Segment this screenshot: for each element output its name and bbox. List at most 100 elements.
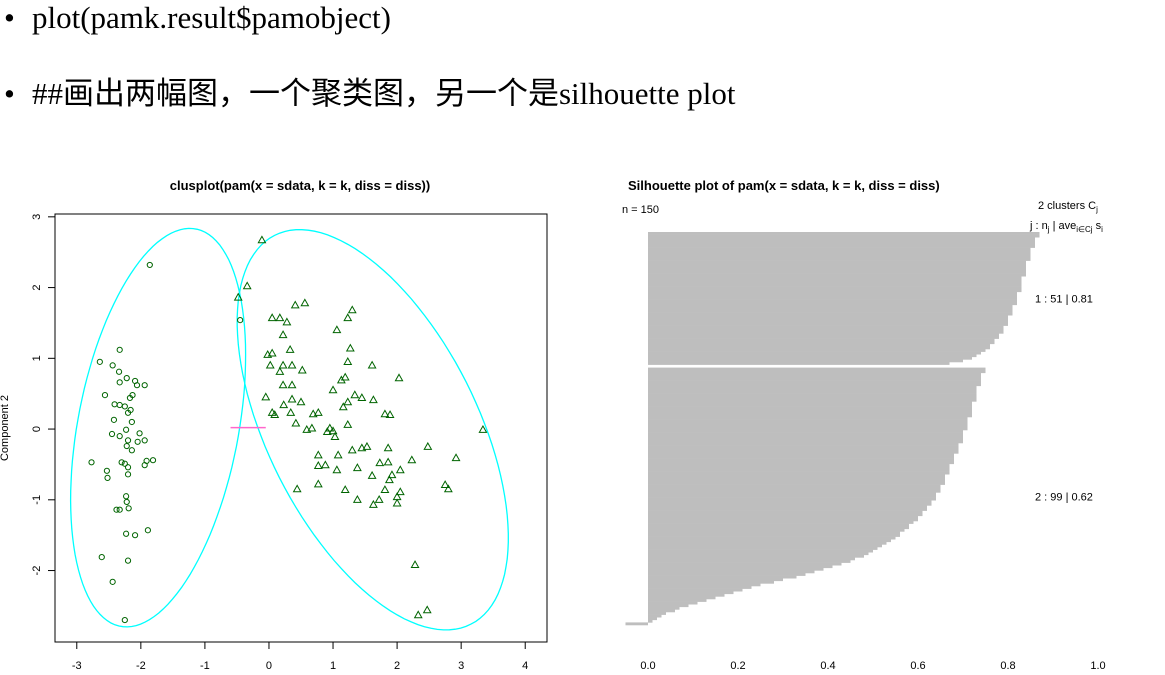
point xyxy=(320,460,330,469)
point xyxy=(443,484,453,493)
silhouette-bar xyxy=(648,471,950,475)
silhouette-bar xyxy=(648,398,977,402)
silhouette-bar xyxy=(648,367,986,371)
bullet-text: ##画出两幅图，一个聚类图，另一个是silhouette plot xyxy=(32,76,736,111)
silhouette-bar xyxy=(648,317,1008,321)
silhouette-bar xyxy=(648,393,977,397)
silhouette-bar xyxy=(648,378,981,381)
silhouette-bar xyxy=(648,396,977,400)
silhouette-bar xyxy=(648,375,981,379)
silhouette-bar xyxy=(648,593,725,597)
point xyxy=(124,464,132,471)
point xyxy=(384,475,394,484)
silhouette-bar xyxy=(648,510,923,514)
silhouette-bar xyxy=(648,239,1035,243)
x-tick-label: 0.4 xyxy=(820,660,835,672)
cluster-ellipse xyxy=(236,229,509,631)
silhouette-bar xyxy=(648,547,878,550)
point xyxy=(96,358,103,365)
silhouette-bar xyxy=(648,458,954,462)
point xyxy=(340,485,350,494)
point xyxy=(413,610,423,619)
silhouette-bar xyxy=(648,531,900,535)
point xyxy=(237,317,244,324)
silhouette-bar xyxy=(648,549,873,553)
y-tick-label: 1 xyxy=(31,355,43,361)
silhouette-bar xyxy=(648,588,743,592)
silhouette-bar xyxy=(648,422,968,426)
silhouette-bar xyxy=(648,312,1013,316)
bullet-text: plot(pamk.result$pamobject) xyxy=(32,0,391,35)
point xyxy=(352,463,362,472)
point xyxy=(287,394,297,403)
point xyxy=(380,485,390,494)
silhouette-bar xyxy=(648,258,1031,261)
silhouette-bar xyxy=(648,247,1031,251)
point xyxy=(322,427,332,435)
silhouette-bar xyxy=(648,456,954,459)
point xyxy=(343,397,353,406)
point xyxy=(375,458,385,467)
silhouette-bar xyxy=(648,502,932,506)
point xyxy=(307,423,317,432)
silhouette-bar xyxy=(648,484,941,488)
point xyxy=(392,498,402,507)
point xyxy=(242,281,252,290)
silhouette-bar xyxy=(648,619,653,623)
silhouette-bar xyxy=(648,495,936,498)
silhouette-bar xyxy=(648,604,689,608)
point xyxy=(257,235,267,244)
point xyxy=(478,424,488,433)
point xyxy=(407,455,417,464)
silhouette-bar xyxy=(648,479,945,483)
silhouette-bar xyxy=(648,351,981,355)
x-tick-label: 0.8 xyxy=(1000,660,1015,672)
silhouette-bar xyxy=(648,391,977,394)
silhouette-bar xyxy=(648,409,972,413)
stats-header: j : nj | avei∈Cj si xyxy=(1029,220,1103,234)
point xyxy=(116,433,123,440)
point xyxy=(116,379,123,386)
silhouette-bar xyxy=(648,411,972,415)
point xyxy=(133,382,141,389)
silhouette-bar xyxy=(648,372,981,376)
silhouette-bar xyxy=(648,497,936,501)
silhouette-bar xyxy=(625,622,648,626)
silhouette-bar xyxy=(648,291,1017,295)
point xyxy=(124,471,132,478)
x-tick-label: 2 xyxy=(394,660,400,672)
header-sub: j xyxy=(1047,225,1050,234)
silhouette-bar xyxy=(648,242,1035,246)
point xyxy=(423,441,433,450)
point xyxy=(103,467,110,474)
point xyxy=(267,348,277,357)
silhouette-bar xyxy=(648,245,1035,248)
silhouette-bar xyxy=(648,513,923,517)
silhouette-bar xyxy=(648,461,954,465)
header-sub: i∈Cj xyxy=(1076,225,1093,234)
x-tick-label: -1 xyxy=(200,660,210,672)
x-tick-label: 0.0 xyxy=(640,660,655,672)
silhouette-bar xyxy=(648,505,927,509)
point xyxy=(343,313,353,322)
silhouette-bar xyxy=(648,294,1017,298)
point xyxy=(291,418,301,427)
silhouette-bar xyxy=(648,284,1022,287)
point xyxy=(313,450,323,459)
silhouette-bar xyxy=(648,544,882,548)
silhouette-bar xyxy=(648,385,977,389)
silhouette-bar xyxy=(648,528,905,532)
point xyxy=(278,330,288,339)
y-tick-label: -1 xyxy=(31,495,43,505)
silhouette-bar xyxy=(648,307,1013,311)
chart-title: Silhouette plot of pam(x = sdata, k = k,… xyxy=(628,178,940,193)
point xyxy=(332,325,342,334)
silhouette-bar xyxy=(648,469,950,472)
point xyxy=(124,557,132,564)
silhouette-bar xyxy=(648,232,1040,235)
silhouette-bar xyxy=(648,432,963,436)
silhouette-bar xyxy=(648,437,963,441)
header-part: s xyxy=(1093,220,1102,232)
silhouette-bar xyxy=(648,562,842,566)
